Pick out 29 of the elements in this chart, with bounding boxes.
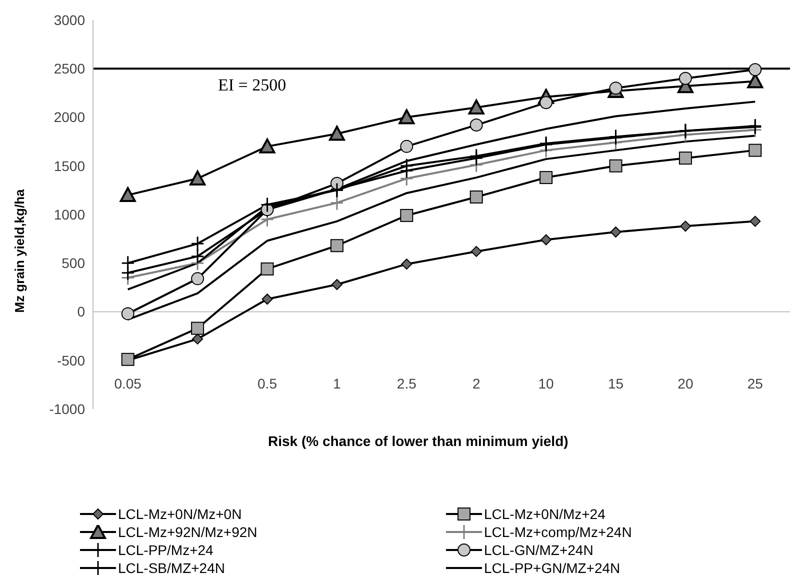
y-tick-label: 2500 — [54, 60, 86, 77]
legend-label: LCL-Mz+92N/Mz+92N — [118, 523, 258, 541]
x-tick-label: 20 — [678, 376, 694, 392]
x-tick-label: 0.05 — [114, 376, 142, 392]
y-tick-label: -500 — [56, 352, 86, 368]
legend-label: LCL-PP+GN/MZ+24N — [484, 559, 620, 577]
y-tick-label: 1000 — [54, 206, 86, 222]
x-tick-label: 15 — [608, 376, 624, 392]
legend-label: LCL-Mz+comp/Mz+24N — [484, 523, 632, 541]
y-axis-title: Mz grain yield,kg/ha — [12, 188, 27, 313]
ref-line-label: EI = 2500 — [218, 76, 286, 95]
x-tick-label: 10 — [538, 376, 554, 392]
x-tick-label: 2.5 — [396, 376, 417, 392]
x-tick-label: 2 — [472, 376, 480, 392]
y-tick-label: 1500 — [54, 158, 86, 174]
legend-label: LCL-PP/Mz+24 — [118, 541, 214, 559]
y-tick-label: 0 — [77, 304, 86, 320]
legend-label: LCL-Mz+0N/Mz+24 — [484, 505, 606, 523]
x-tick-label: 0.5 — [258, 376, 278, 392]
legend-label: LCL-GN/MZ+24N — [484, 541, 594, 559]
x-tick-label: 1 — [333, 376, 342, 392]
y-tick-label: 3000 — [54, 12, 86, 28]
legend-label: LCL-Mz+0N/Mz+0N — [118, 505, 242, 523]
y-tick-label: -1000 — [49, 400, 86, 417]
x-axis-title: Risk (% chance of lower than minimum yield) — [268, 433, 568, 449]
legend-label: LCL-SB/MZ+24N — [118, 559, 225, 577]
x-tick-label: 25 — [747, 376, 764, 392]
y-tick-label: 2000 — [54, 109, 86, 126]
y-tick-label: 500 — [62, 255, 86, 272]
